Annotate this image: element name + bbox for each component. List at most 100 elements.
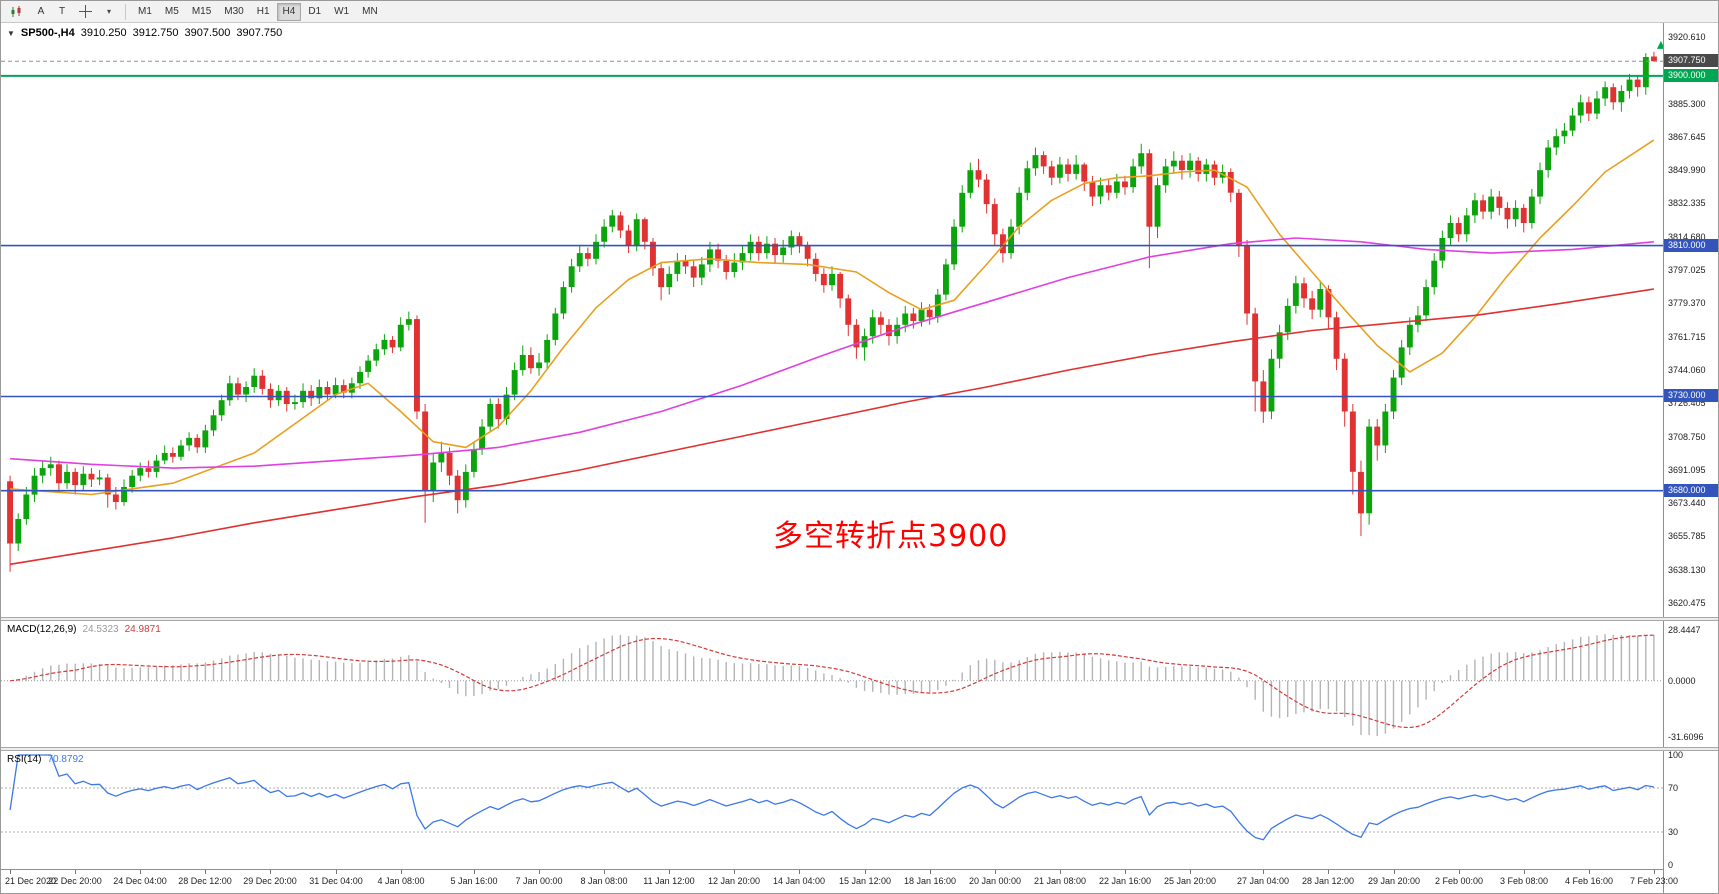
time-axis-tick (75, 870, 76, 874)
symbol-period-label: SP500-,H4 (20, 27, 75, 39)
timeframe-button-w1[interactable]: W1 (328, 3, 355, 21)
time-axis-label: 3 Feb 08:00 (1499, 876, 1549, 886)
time-axis-tick (401, 870, 402, 874)
annotate-text-button[interactable]: A (31, 3, 51, 21)
timeframe-button-h4[interactable]: H4 (276, 2, 302, 21)
price-scale[interactable]: 3900.000 3810.000 3730.000 3680.000 3907.750… (1663, 23, 1718, 893)
rsi-label: RSI(14) 70.8792 (7, 754, 84, 765)
time-axis-tick (1190, 870, 1191, 874)
chart-type-button[interactable] (4, 3, 30, 21)
macd-axis-label: 0.0000 (1668, 676, 1696, 686)
time-axis-tick (604, 870, 605, 874)
time-axis-tick (930, 870, 931, 874)
price-axis-label: 3673.440 (1668, 498, 1706, 508)
timeframe-button-mn[interactable]: MN (356, 3, 384, 21)
rsi-axis-label: 100 (1668, 750, 1684, 760)
time-axis-label: 29 Jan 20:00 (1367, 876, 1421, 886)
time-axis-label: 31 Dec 04:00 (309, 876, 363, 886)
price-axis-label: 3832.335 (1668, 198, 1706, 208)
time-axis-label: 5 Jan 16:00 (450, 876, 498, 886)
price-axis-label: 3814.680 (1668, 232, 1706, 242)
chart-annotation-text[interactable]: 多空转折点3900 (773, 519, 1009, 554)
time-axis-tick (336, 870, 337, 874)
toolbar-separator (125, 3, 126, 20)
template-button[interactable]: T (52, 3, 72, 21)
price-axis-label: 3691.095 (1668, 465, 1706, 475)
ma-fast-line[interactable] (10, 139, 1655, 496)
macd-label: MACD(12,26,9) 24.5323 24.9871 (7, 624, 161, 635)
time-axis-tick (1524, 870, 1525, 874)
time-axis-tick (1459, 870, 1460, 874)
candles-layer[interactable] (7, 51, 1657, 572)
time-axis-label: 7 Feb 23:00 (1629, 876, 1679, 886)
timeframe-button-d1[interactable]: D1 (302, 3, 327, 21)
time-axis-label: 15 Jan 12:00 (838, 876, 892, 886)
price-axis-label: 3744.060 (1668, 365, 1706, 375)
macd-axis-label: -31.6096 (1668, 732, 1704, 742)
rsi-panel[interactable] (1, 751, 1663, 869)
ma-slow-line[interactable] (9, 288, 1655, 566)
time-axis-label: 20 Jan 00:00 (968, 876, 1022, 886)
time-axis-tick (1060, 870, 1061, 874)
macd-panel[interactable] (1, 621, 1663, 747)
price-badge: 3907.750 (1664, 54, 1718, 67)
dropdown-caret-button[interactable]: ▾ (99, 3, 119, 21)
timeframe-button-m5[interactable]: M5 (159, 3, 185, 21)
timeframe-button-h1[interactable]: H1 (251, 3, 276, 21)
time-axis-tick (140, 870, 141, 874)
macd-signal-value: 24.9871 (124, 624, 161, 635)
price-badge: 3730.000 (1664, 389, 1718, 402)
chart-menu-caret-icon[interactable]: ▼ (7, 28, 15, 38)
time-axis-label: 22 Jan 16:00 (1098, 876, 1152, 886)
price-axis-label: 3779.370 (1668, 298, 1706, 308)
time-axis-tick (995, 870, 996, 874)
macd-histogram (17, 634, 1655, 737)
time-axis-tick (1589, 870, 1590, 874)
rsi-line (9, 754, 1655, 841)
panel-divider[interactable] (1, 617, 1718, 621)
time-axis-tick (669, 870, 670, 874)
time-axis-tick (474, 870, 475, 874)
price-axis-label: 3761.715 (1668, 332, 1706, 342)
time-axis-label: 21 Dec 2020 (5, 876, 57, 886)
price-badge: 3810.000 (1664, 239, 1718, 252)
time-axis-tick (539, 870, 540, 874)
time-axis-label: 22 Dec 20:00 (48, 876, 102, 886)
time-axis[interactable]: 21 Dec 2020 22 Dec 20:00 24 Dec 04:00 28 De… (1, 869, 1678, 893)
time-axis-label: 2 Feb 00:00 (1434, 876, 1484, 886)
ohlc-high: 3912.750 (132, 27, 179, 39)
candlestick-chart[interactable] (1, 23, 1663, 617)
time-axis-tick (865, 870, 866, 874)
price-axis-label: 3638.130 (1668, 565, 1706, 575)
price-badge: 3900.000 (1664, 69, 1718, 82)
rsi-value: 70.8792 (47, 754, 84, 765)
rsi-axis-label: 0 (1668, 860, 1674, 870)
price-axis-label: 3655.785 (1668, 531, 1706, 541)
rsi-axis-label: 30 (1668, 827, 1679, 837)
rsi-axis-label: 70 (1668, 783, 1679, 793)
ohlc-open: 3910.250 (80, 27, 127, 39)
time-axis-label: 14 Jan 04:00 (772, 876, 826, 886)
macd-name: MACD(12,26,9) (7, 624, 77, 635)
time-axis-label: 4 Feb 16:00 (1564, 876, 1614, 886)
panel-divider[interactable] (1, 747, 1718, 751)
time-axis-tick (799, 870, 800, 874)
timeframe-button-m15[interactable]: M15 (186, 3, 217, 21)
time-axis-tick (1263, 870, 1264, 874)
ohlc-low: 3907.500 (184, 27, 231, 39)
crosshair-button[interactable] (73, 3, 98, 21)
time-axis-tick (1394, 870, 1395, 874)
time-axis-label: 21 Jan 08:00 (1033, 876, 1087, 886)
crosshair-icon (79, 5, 92, 18)
chart-title: ▼ SP500-,H4 3910.250 3912.750 3907.500 3… (7, 27, 282, 39)
time-axis-tick (1654, 870, 1655, 874)
timeframe-button-m1[interactable]: M1 (132, 3, 158, 21)
macd-axis-label: 28.4447 (1668, 625, 1701, 635)
dropdown-caret-icon: ▾ (106, 7, 111, 16)
time-axis-label: 12 Jan 20:00 (707, 876, 761, 886)
timeframe-button-m30[interactable]: M30 (218, 3, 249, 21)
time-axis-label: 28 Dec 12:00 (178, 876, 232, 886)
price-axis-label: 3726.405 (1668, 398, 1706, 408)
ohlc-close: 3907.750 (236, 27, 283, 39)
